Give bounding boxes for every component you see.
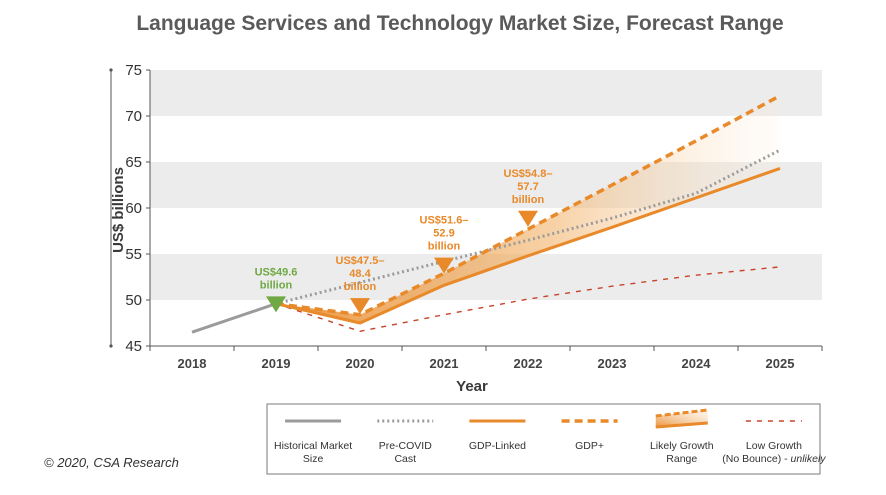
x-tick-label: 2025 — [766, 356, 795, 371]
x-tick-label: 2020 — [346, 356, 375, 371]
legend-box — [266, 403, 821, 475]
legend-label-gdpplus: GDP+ — [575, 440, 604, 452]
y-tick-label: 55 — [125, 246, 142, 263]
legend-label-lowgrowth: (No Bounce) - unlikely — [722, 453, 826, 465]
annotation-label-a2019: US$49.6 — [255, 266, 298, 278]
annotation-label-a2022: billion — [512, 194, 545, 206]
series-precovid — [275, 148, 781, 306]
legend-label-range: Range — [666, 453, 697, 465]
x-tick-label: 2022 — [514, 356, 543, 371]
annotation-label-a2022: US$54.8– — [504, 168, 553, 180]
y-tick-label: 70 — [125, 108, 142, 125]
x-tick-label: 2021 — [430, 356, 459, 371]
y-bracket-end — [109, 344, 113, 348]
annotation-label-a2020: billion — [344, 281, 377, 293]
x-axis-label: Year — [456, 378, 488, 395]
legend-label-precovid: Pre-COVID — [379, 440, 433, 452]
y-tick-label: 60 — [125, 200, 142, 217]
annotation-marker-a2021 — [434, 257, 454, 274]
grid-band — [150, 70, 822, 116]
annotation-label-a2022: 57.7 — [517, 181, 538, 193]
annotation-label-a2021: 52.9 — [433, 228, 454, 240]
x-tick-label: 2018 — [178, 356, 207, 371]
y-tick-label: 45 — [125, 338, 142, 355]
y-tick-label: 75 — [125, 62, 142, 79]
annotation-label-a2021: billion — [428, 241, 461, 253]
x-axis: 2018 2019 2020 2021 2022 2023 2024 2025 — [149, 345, 823, 371]
legend-label-range: Likely Growth — [650, 440, 714, 452]
annotation-marker-a2019 — [266, 296, 286, 313]
legend-swatch-range-lower — [655, 421, 708, 429]
annotation-label-a2020: US$47.5– — [336, 255, 385, 267]
y-axis-label: US$ billions — [110, 167, 127, 253]
y-axis: 45 50 55 60 65 70 75 — [109, 62, 151, 355]
annotation-label-a2019: billion — [260, 279, 293, 291]
series-lines — [191, 94, 781, 334]
y-bracket-end — [109, 68, 113, 72]
chart-title: Language Services and Technology Market … — [136, 12, 783, 35]
y-tick-label: 50 — [125, 292, 142, 309]
annotation-marker-a2020 — [350, 298, 370, 315]
series-lowgrowth — [275, 266, 781, 332]
annotation-label-a2020: 48.4 — [349, 268, 371, 280]
series-historical — [191, 302, 277, 334]
legend-label-precovid: Cast — [394, 453, 416, 465]
copyright: © 2020, CSA Research — [44, 455, 179, 470]
annotations: US$49.6billionUS$47.5–48.4billionUS$51.6… — [255, 168, 553, 315]
annotation-label-a2021: US$51.6– — [420, 215, 469, 227]
legend-label-lowgrowth: Low Growth — [746, 440, 802, 452]
legend-label-gdplinked: GDP-Linked — [469, 440, 526, 452]
legend-label-historical: Historical Market — [274, 440, 352, 452]
x-tick-label: 2019 — [262, 356, 291, 371]
x-tick-label: 2023 — [598, 356, 627, 371]
legend-label-historical: Size — [303, 453, 324, 465]
x-tick-label: 2024 — [682, 356, 712, 371]
series-gdplinked — [275, 167, 781, 325]
series-gdpplus — [275, 94, 781, 317]
y-tick-label: 65 — [125, 154, 142, 171]
annotation-marker-a2022 — [518, 210, 538, 227]
